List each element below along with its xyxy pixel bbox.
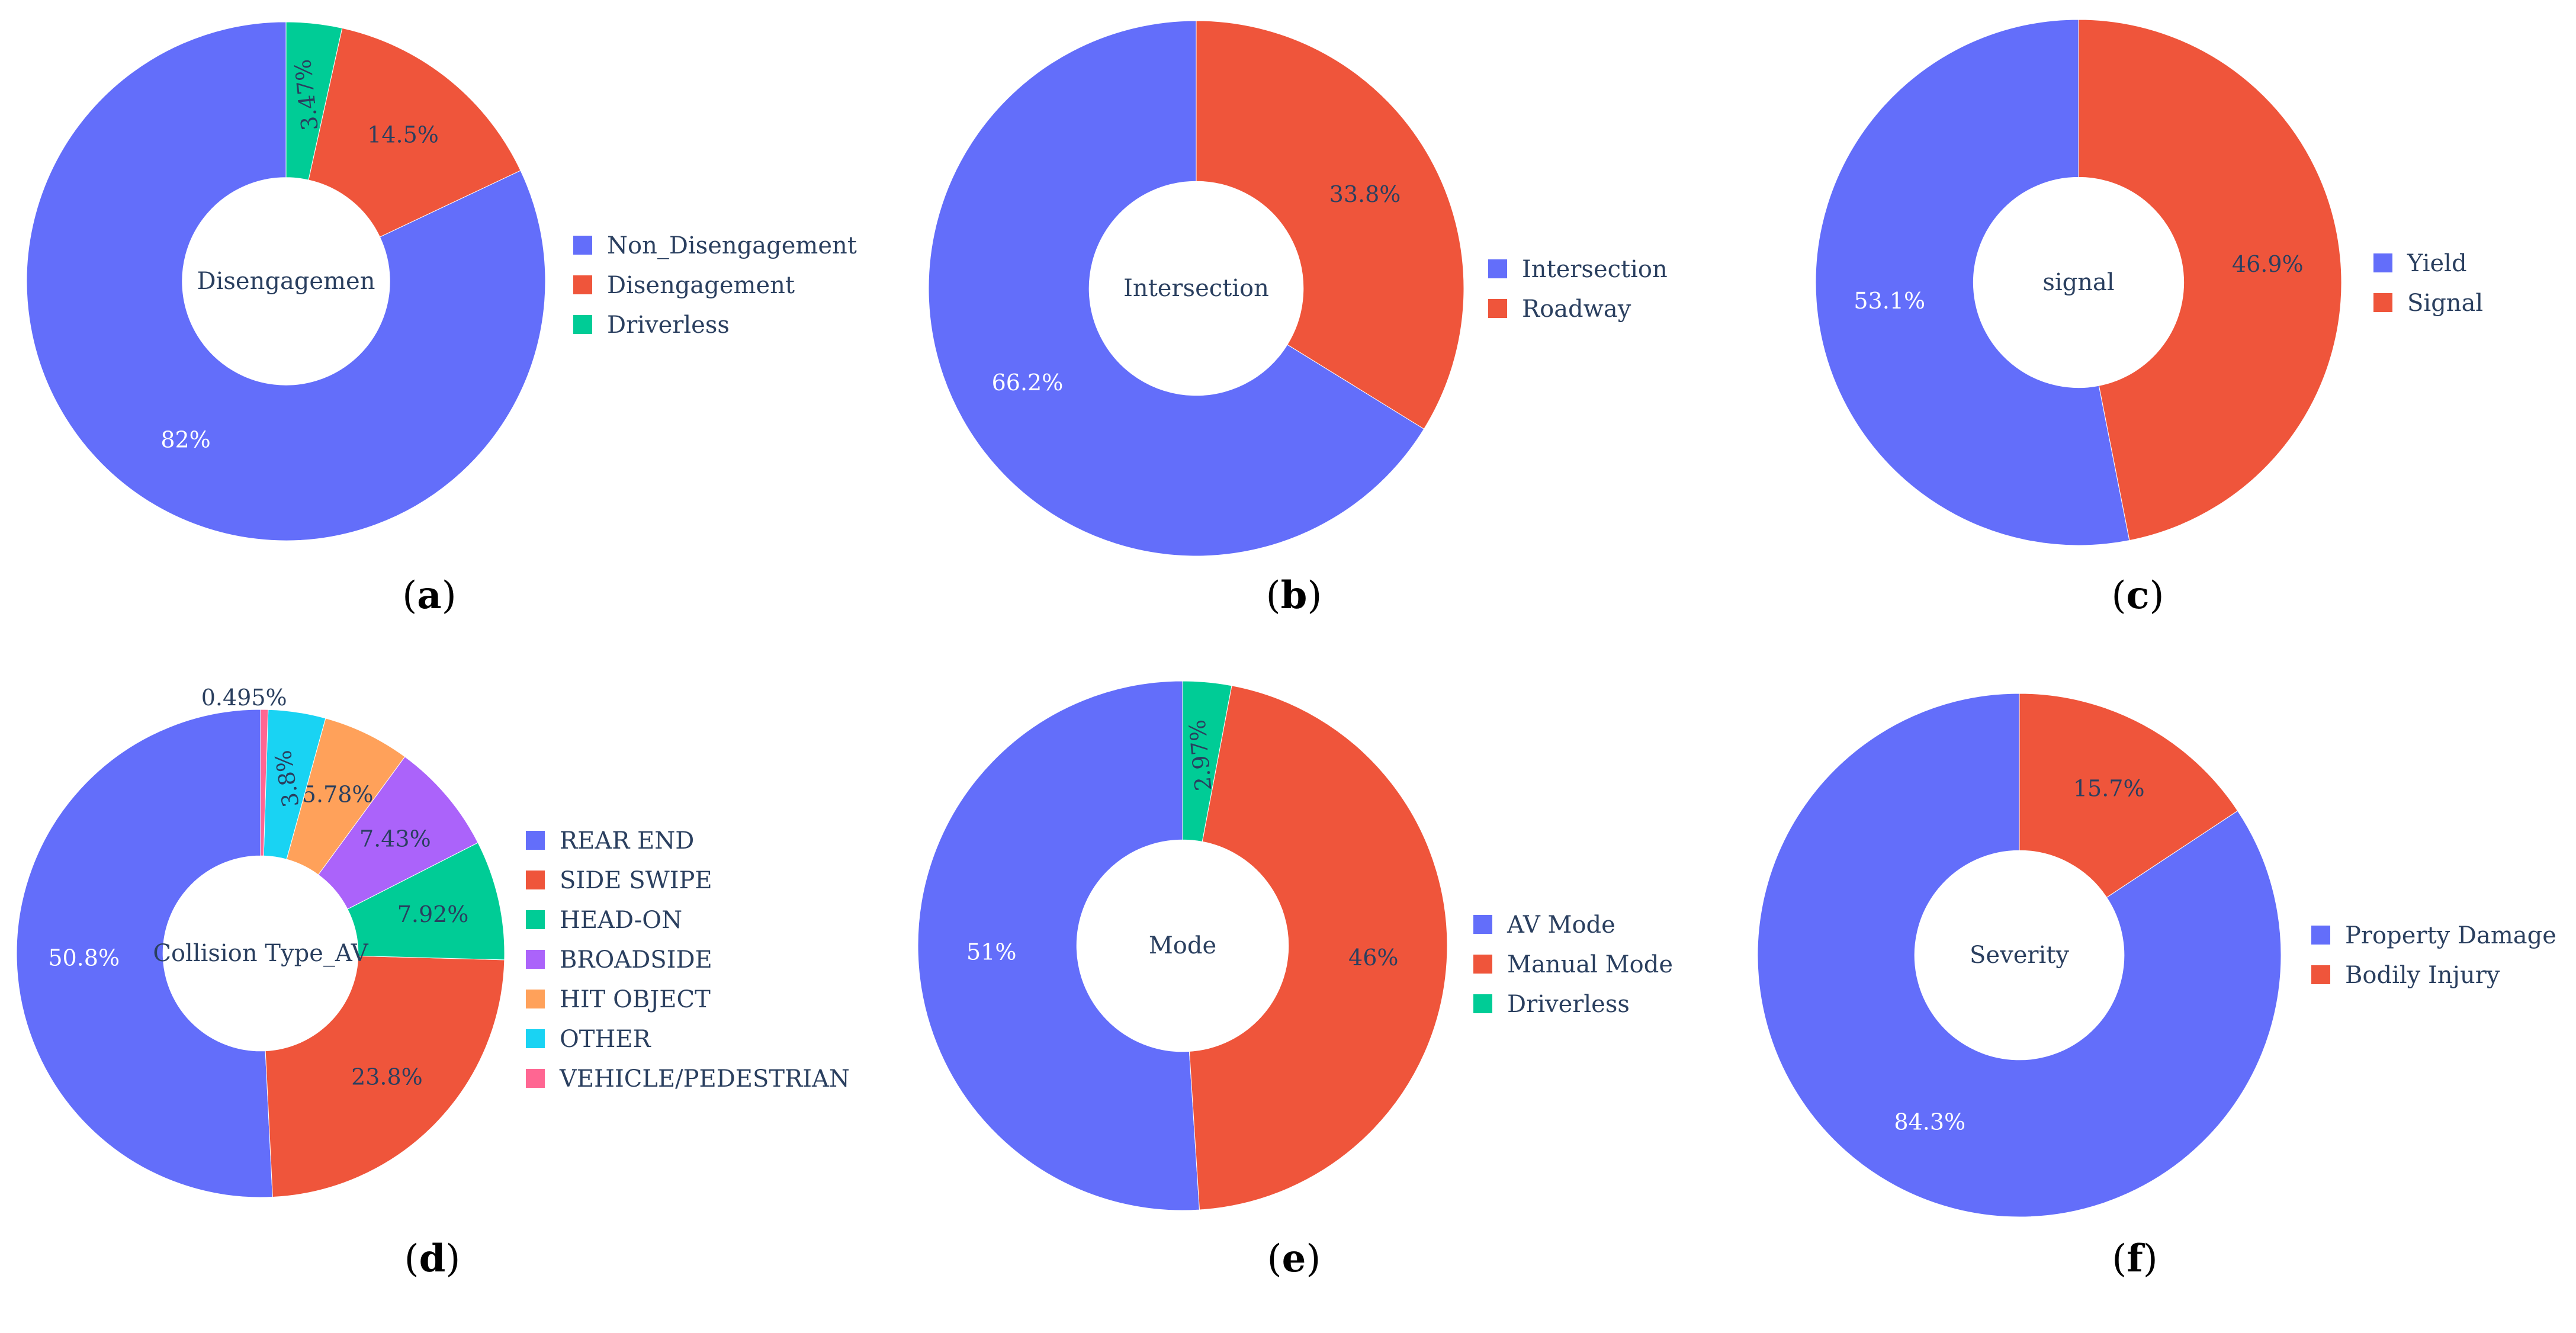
caption-a: (a) — [402, 573, 457, 618]
legend-item-other[interactable]: OTHER — [560, 1026, 652, 1053]
legend-item-broadside[interactable]: BROADSIDE — [560, 946, 712, 974]
slice-property-damage — [1757, 693, 2282, 1218]
data-label-intersection: 66.2% — [992, 370, 1064, 396]
data-label-non-disengagement: 82% — [160, 426, 210, 452]
donut-center-label: Disengagemen — [197, 268, 375, 295]
legend-item-rear-end[interactable]: REAR END — [560, 827, 694, 855]
legend-swatch-driverless[interactable] — [573, 315, 592, 334]
caption-d: (d) — [404, 1236, 461, 1281]
legend-swatch-property-damage[interactable] — [2311, 926, 2330, 945]
data-label-broadside: 7.43% — [359, 826, 431, 852]
legend-swatch-head-on[interactable] — [526, 910, 545, 929]
legend-item-side-swipe[interactable]: SIDE SWIPE — [560, 867, 712, 894]
data-label-side-swipe: 23.8% — [351, 1064, 423, 1090]
legend-item-property-damage[interactable]: Property Damage — [2345, 922, 2556, 949]
legend-item-driverless[interactable]: Driverless — [1507, 991, 1630, 1018]
legend-item-head-on[interactable]: HEAD-ON — [560, 907, 682, 934]
legend-item-av-mode[interactable]: AV Mode — [1507, 911, 1615, 939]
data-label-manual-mode: 46% — [1348, 945, 1398, 971]
legend-swatch-signal[interactable] — [2373, 293, 2392, 312]
slice-manual-mode — [1189, 685, 1448, 1210]
data-label-signal: 46.9% — [2232, 251, 2304, 277]
donut-center-label: signal — [2042, 269, 2114, 296]
slice-bodily-injury — [2019, 693, 2238, 898]
caption-c: (c) — [2111, 573, 2164, 618]
legend-swatch-yield[interactable] — [2373, 253, 2392, 272]
caption-e: (e) — [1267, 1236, 1321, 1281]
legend-swatch-driverless[interactable] — [1473, 994, 1492, 1013]
slice-disengagement — [308, 27, 521, 237]
legend-swatch-av-mode[interactable] — [1473, 915, 1492, 934]
legend-swatch-bodily-injury[interactable] — [2311, 965, 2330, 984]
legend-swatch-broadside[interactable] — [526, 950, 545, 969]
data-label-roadway: 33.8% — [1329, 181, 1401, 207]
slice-yield — [1815, 19, 2130, 546]
slice-signal — [2078, 19, 2342, 541]
legend-item-disengagement[interactable]: Disengagement — [607, 272, 795, 299]
legend-swatch-rear-end[interactable] — [526, 831, 545, 850]
legend-item-manual-mode[interactable]: Manual Mode — [1507, 951, 1673, 978]
legend-item-yield[interactable]: Yield — [2407, 250, 2467, 277]
legend-swatch-disengagement[interactable] — [573, 275, 592, 294]
donut-center-label: Severity — [1970, 942, 2069, 969]
data-label-av-mode: 51% — [966, 939, 1016, 965]
slice-intersection — [928, 20, 1425, 557]
legend-swatch-side-swipe[interactable] — [526, 871, 545, 889]
donut-center-label: Intersection — [1123, 275, 1269, 302]
slice-side-swipe — [265, 955, 505, 1198]
legend-item-hit-object[interactable]: HIT OBJECT — [560, 986, 711, 1013]
slice-av-mode — [917, 680, 1200, 1211]
donut-center-label: Mode — [1149, 932, 1216, 959]
slice-roadway — [1196, 20, 1464, 430]
legend-swatch-other[interactable] — [526, 1029, 545, 1048]
data-label-head-on: 7.92% — [397, 901, 469, 927]
legend-item-vehicle-pedestrian[interactable]: VEHICLE/PEDESTRIAN — [559, 1065, 850, 1093]
slice-vehicle-pedestrian — [260, 709, 269, 856]
legend-item-roadway[interactable]: Roadway — [1522, 295, 1631, 323]
slice-driverless — [1182, 680, 1232, 842]
legend-item-bodily-injury[interactable]: Bodily Injury — [2345, 962, 2500, 989]
caption-f: (f) — [2112, 1236, 2158, 1281]
data-label-property-damage: 84.3% — [1894, 1109, 1965, 1135]
slice-driverless — [285, 21, 343, 181]
legend-swatch-non-disengagement[interactable] — [573, 236, 592, 255]
legend-item-non-disengagement[interactable]: Non_Disengagement — [607, 232, 857, 259]
data-label-bodily-injury: 15.7% — [2073, 776, 2145, 802]
slice-rear-end — [16, 709, 273, 1198]
legend-swatch-roadway[interactable] — [1488, 299, 1507, 318]
legend-swatch-intersection[interactable] — [1488, 259, 1507, 278]
legend-swatch-vehicle-pedestrian[interactable] — [526, 1069, 545, 1088]
donut-center-label: Collision Type_AV — [153, 940, 368, 967]
legend-item-signal[interactable]: Signal — [2407, 290, 2483, 317]
data-label-vehicle-pedestrian: 0.495% — [201, 685, 287, 711]
data-label-yield: 53.1% — [1854, 288, 1925, 314]
caption-b: (b) — [1265, 573, 1322, 618]
slice-head-on — [347, 842, 505, 961]
data-label-disengagement: 14.5% — [367, 122, 439, 148]
legend-item-driverless[interactable]: Driverless — [607, 311, 730, 339]
slice-non-disengagement — [26, 21, 546, 541]
data-label-hit-object: 5.78% — [302, 781, 374, 807]
legend-swatch-hit-object[interactable] — [526, 990, 545, 1008]
data-label-rear-end: 50.8% — [48, 945, 120, 971]
legend-swatch-manual-mode[interactable] — [1473, 955, 1492, 974]
legend-item-intersection[interactable]: Intersection — [1522, 256, 1668, 283]
